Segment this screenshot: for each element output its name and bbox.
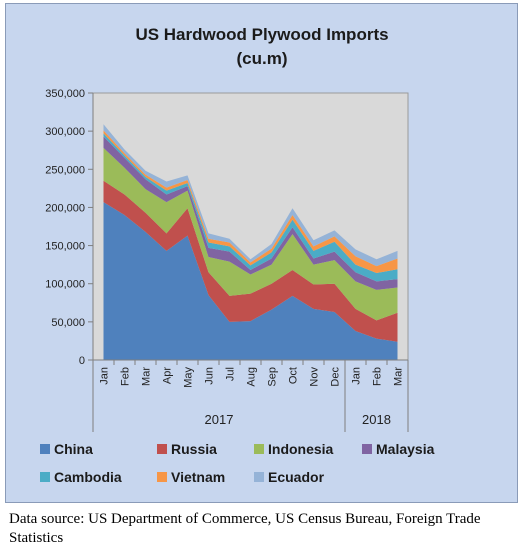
x-tick-label: Jul	[225, 367, 237, 381]
y-tick-label: 200,000	[45, 202, 85, 214]
chart-frame: US Hardwood Plywood Imports (cu.m) 0 50,0…	[5, 3, 518, 503]
y-tick-label: 250,000	[45, 164, 85, 176]
x-tick-label: Feb	[120, 367, 132, 386]
y-tick-label: 0	[79, 355, 85, 367]
legend-swatch-indonesia	[254, 444, 264, 454]
y-tick-label: 350,000	[45, 88, 85, 100]
x-tick-label: May	[183, 367, 195, 388]
year-label: 2017	[205, 412, 234, 427]
chart-title: US Hardwood Plywood Imports	[135, 25, 388, 44]
legend-swatch-china	[40, 444, 50, 454]
legend-label-china: China	[54, 441, 93, 457]
x-tick-label: Aug	[246, 367, 258, 387]
chart-subtitle: (cu.m)	[237, 49, 288, 68]
x-tick-label: Oct	[288, 367, 300, 384]
y-tick-label: 150,000	[45, 241, 85, 253]
x-tick-label: Apr	[162, 367, 174, 384]
x-tick-label: Jan	[351, 367, 363, 385]
legend-label-malaysia: Malaysia	[376, 441, 435, 457]
area-series-russia	[103, 180, 398, 342]
y-tick-label: 50,000	[51, 317, 85, 329]
x-tick-label: Jun	[204, 367, 216, 385]
x-tick-label: Mar	[141, 367, 153, 386]
x-tick-label: Jan	[99, 367, 111, 385]
x-tick-label: Feb	[372, 367, 384, 386]
area-series-indonesia	[103, 147, 398, 321]
x-tick-label: Sep	[267, 367, 279, 387]
legend-swatch-ecuador	[254, 472, 264, 482]
source-note: Data source: US Department of Commerce, …	[9, 511, 481, 546]
x-tick-label: Dec	[330, 367, 342, 387]
y-tick-label: 100,000	[45, 279, 85, 291]
legend-swatch-malaysia	[362, 444, 372, 454]
legend-swatch-cambodia	[40, 472, 50, 482]
stacked-area-chart: US Hardwood Plywood Imports (cu.m) 0 50,0…	[40, 25, 435, 485]
y-tick-label: 300,000	[45, 126, 85, 138]
legend-label-vietnam: Vietnam	[171, 469, 225, 485]
legend-label-ecuador: Ecuador	[268, 469, 325, 485]
x-tick-label: Mar	[393, 367, 405, 386]
legend-swatch-russia	[157, 444, 167, 454]
x-tick-label: Nov	[309, 367, 321, 387]
legend-label-russia: Russia	[171, 441, 217, 457]
area-series-china	[103, 202, 398, 360]
year-label: 2018	[362, 412, 391, 427]
legend-label-cambodia: Cambodia	[54, 469, 122, 485]
legend-swatch-vietnam	[157, 472, 167, 482]
legend-label-indonesia: Indonesia	[268, 441, 334, 457]
